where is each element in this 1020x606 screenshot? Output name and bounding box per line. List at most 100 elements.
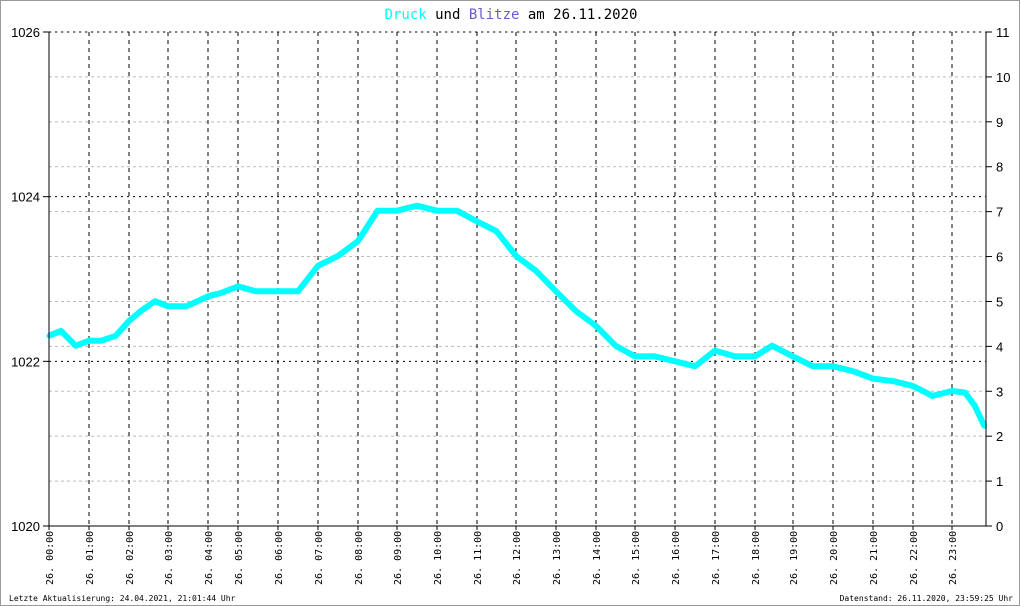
- druck-point: [494, 228, 499, 234]
- druck-point: [962, 390, 968, 396]
- x-tick-label: 26. 20:00: [829, 531, 840, 585]
- x-tick-label: 26. 00:00: [45, 531, 56, 585]
- title-blitze: Blitze: [469, 7, 520, 23]
- druck-point: [98, 338, 104, 344]
- x-tick-label: 26. 21:00: [869, 531, 880, 585]
- left-tick-label: 1026: [11, 25, 40, 40]
- right-tick-label: 3: [996, 384, 1003, 399]
- right-tick-label: 1: [996, 474, 1003, 489]
- right-tick-label: 9: [996, 115, 1003, 130]
- druck-point: [126, 318, 132, 324]
- druck-point: [73, 343, 79, 349]
- x-tick-label: 26. 01:00: [85, 531, 96, 585]
- druck-point: [58, 328, 64, 334]
- druck-point: [235, 283, 241, 289]
- druck-point: [593, 323, 599, 329]
- druck-point: [375, 208, 380, 214]
- druck-point: [830, 363, 836, 369]
- right-tick-label: 10: [996, 70, 1010, 85]
- druck-point: [930, 393, 935, 399]
- x-tick-label: 26. 17:00: [711, 531, 722, 585]
- druck-point: [86, 338, 92, 344]
- druck-point: [513, 253, 519, 259]
- x-tick-label: 26. 07:00: [314, 531, 325, 585]
- right-tick-label: 7: [996, 205, 1003, 220]
- druck-point: [454, 208, 460, 214]
- druck-point: [910, 383, 916, 389]
- druck-point: [769, 343, 775, 349]
- druck-point: [850, 368, 856, 374]
- druck-point: [275, 288, 281, 294]
- druck-point: [632, 353, 638, 359]
- x-tick-label: 26. 02:00: [125, 531, 136, 585]
- druck-point: [712, 348, 718, 354]
- right-tick-label: 11: [996, 25, 1010, 40]
- x-tick-label: 26. 05:00: [234, 531, 245, 585]
- druck-point: [315, 263, 321, 269]
- druck-point: [165, 303, 171, 309]
- druck-point: [184, 303, 190, 309]
- x-tick-label: 26. 22:00: [909, 531, 920, 585]
- druck-point: [732, 353, 738, 359]
- x-tick-label: 26. 18:00: [751, 531, 762, 585]
- druck-point: [553, 288, 559, 294]
- x-tick-label: 26. 10:00: [433, 531, 444, 585]
- right-tick-label: 5: [996, 294, 1003, 309]
- druck-point: [205, 293, 211, 299]
- druck-point: [672, 358, 678, 364]
- left-tick-label: 1022: [11, 354, 40, 369]
- x-tick-label: 26. 13:00: [552, 531, 563, 585]
- druck-point: [890, 378, 896, 384]
- x-tick-label: 26. 09:00: [393, 531, 404, 585]
- right-tick-label: 0: [996, 519, 1003, 534]
- chart-title: Druck und Blitze am 26.11.2020: [385, 7, 638, 23]
- left-tick-label: 1020: [11, 519, 40, 534]
- data-timestamp: Datenstand: 26.11.2020, 23:59:25 Uhr: [840, 594, 1014, 603]
- druck-point: [790, 353, 796, 359]
- druck-point: [613, 343, 618, 349]
- druck-point: [335, 253, 341, 259]
- druck-point: [414, 203, 420, 209]
- left-tick-label: 1024: [11, 190, 40, 205]
- x-tick-label: 26. 04:00: [204, 531, 215, 585]
- druck-line: [47, 202, 988, 428]
- x-tick-label: 26. 16:00: [671, 531, 682, 585]
- title-druck: Druck: [385, 7, 428, 23]
- druck-point: [752, 353, 758, 359]
- x-tick-label: 26. 23:00: [948, 531, 959, 585]
- title-date: am 26.11.2020: [528, 7, 638, 23]
- druck-point: [434, 208, 440, 214]
- druck-point: [533, 268, 539, 274]
- x-tick-label: 26. 12:00: [512, 531, 523, 585]
- x-tick-label: 26. 08:00: [354, 531, 365, 585]
- druck-point: [972, 403, 978, 409]
- druck-point: [295, 288, 301, 294]
- x-tick-label: 26. 06:00: [274, 531, 285, 585]
- last-update: Letzte Aktualisierung: 24.04.2021, 21:01…: [9, 594, 236, 603]
- druck-point: [949, 388, 955, 394]
- druck-point: [355, 238, 361, 244]
- druck-point: [218, 290, 224, 296]
- right-tick-label: 2: [996, 429, 1003, 444]
- druck-point: [810, 363, 816, 369]
- x-tick-label: 26. 19:00: [789, 531, 800, 585]
- druck-point: [474, 218, 480, 224]
- x-tick-label: 26. 03:00: [164, 531, 175, 585]
- x-tick-label: 26. 15:00: [631, 531, 642, 585]
- druck-point: [394, 208, 400, 214]
- x-tick-label: 26. 11:00: [473, 531, 484, 585]
- druck-point: [138, 308, 144, 314]
- druck-point: [113, 333, 119, 339]
- druck-point: [253, 288, 259, 294]
- right-tick-label: 4: [996, 339, 1003, 354]
- x-tick-label: 26. 14:00: [592, 531, 603, 585]
- right-tick-label: 6: [996, 250, 1003, 265]
- right-tick-label: 8: [996, 160, 1003, 175]
- druck-point: [692, 363, 698, 369]
- druck-point: [152, 298, 158, 304]
- title-und: und: [435, 7, 460, 23]
- druck-point: [652, 353, 658, 359]
- druck-point: [573, 308, 579, 314]
